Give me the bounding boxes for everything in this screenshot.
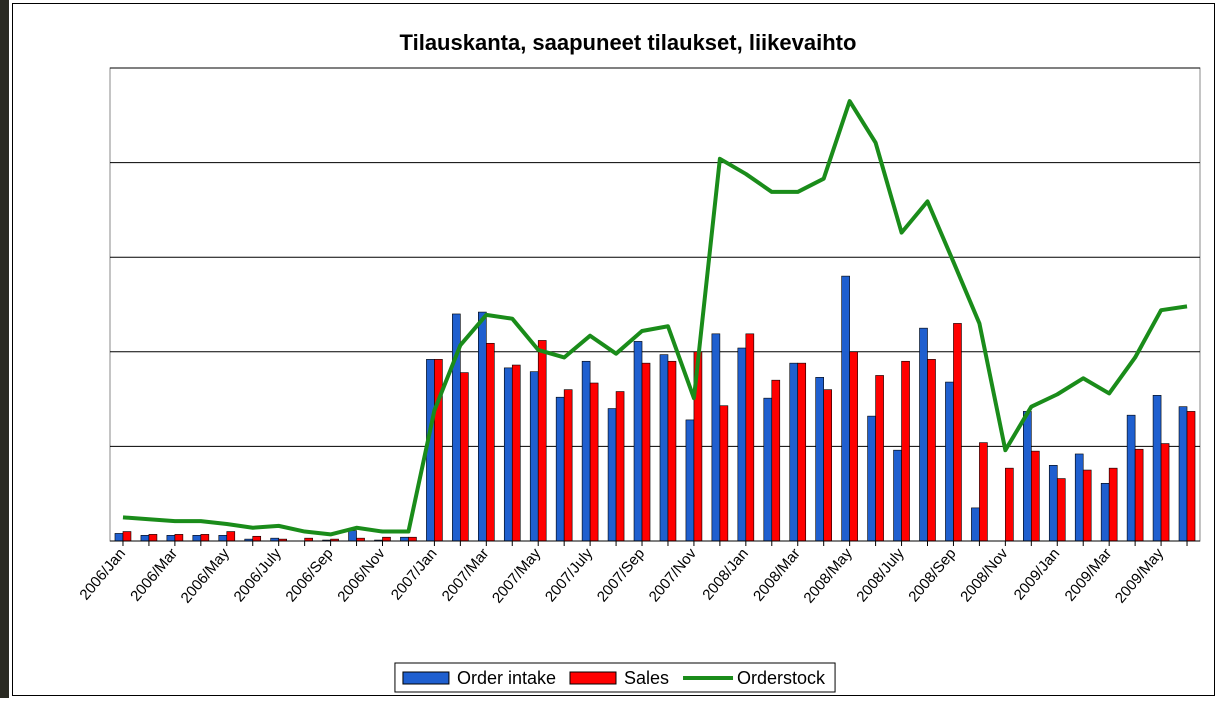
- bar: [789, 362, 799, 542]
- bar: [529, 371, 539, 542]
- bar: [893, 449, 902, 542]
- bar: [919, 327, 928, 542]
- bar: [252, 535, 262, 542]
- side-strip: [0, 0, 9, 698]
- plot-area: [109, 67, 1201, 542]
- legend-item: Sales: [569, 668, 669, 688]
- bar: [633, 341, 643, 542]
- legend-box: [394, 662, 836, 693]
- bar: [1134, 448, 1144, 542]
- bar: [192, 535, 202, 542]
- bar: [114, 533, 124, 542]
- legend-item: Order intake: [402, 668, 556, 688]
- bar: [140, 535, 150, 542]
- bar: [771, 379, 781, 542]
- bar: [979, 442, 988, 542]
- bar: [1023, 411, 1032, 542]
- bar: [563, 389, 573, 542]
- bar: [901, 360, 910, 542]
- bar: [1152, 395, 1162, 542]
- bar: [953, 323, 962, 542]
- bar: [400, 536, 409, 542]
- bar: [867, 415, 876, 542]
- bar: [1005, 467, 1014, 542]
- bar: [382, 536, 391, 542]
- bar: [1178, 406, 1188, 542]
- bar: [478, 311, 487, 542]
- bar: [1126, 414, 1136, 542]
- bar: [667, 360, 677, 542]
- bar: [589, 382, 599, 542]
- bar: [555, 396, 565, 542]
- bar: [1100, 482, 1110, 542]
- bar: [166, 535, 176, 542]
- bar: [815, 377, 824, 542]
- legend-label: Sales: [624, 668, 669, 688]
- bar: [226, 531, 236, 542]
- bar: [745, 333, 755, 542]
- bar: [763, 397, 773, 542]
- bar: [1186, 411, 1196, 542]
- chart-title: Tilauskanta, saapuneet tilaukset, liikev…: [400, 30, 857, 55]
- bar: [434, 359, 443, 542]
- line: [122, 99, 1188, 537]
- bar: [1074, 453, 1084, 542]
- bar: [511, 364, 521, 542]
- bar: [1108, 467, 1118, 542]
- bar: [971, 507, 980, 542]
- legend-label: Order intake: [457, 668, 556, 688]
- bar: [581, 360, 591, 542]
- bar: [1056, 478, 1066, 542]
- bar: [875, 375, 884, 542]
- bar: [1048, 465, 1058, 542]
- bar: [200, 534, 210, 542]
- bar: [685, 419, 695, 542]
- legend-swatch: [402, 671, 450, 685]
- bar: [1160, 443, 1170, 542]
- bar: [849, 351, 858, 542]
- bar: [1031, 450, 1040, 542]
- bar: [460, 372, 469, 542]
- bar: [486, 342, 495, 542]
- legend: Order intake Sales Orderstock: [394, 662, 836, 693]
- bar: [711, 333, 721, 542]
- bar: [348, 530, 357, 542]
- bar: [148, 534, 158, 542]
- bar: [641, 362, 651, 542]
- legend-swatch: [569, 671, 617, 685]
- bar: [615, 391, 625, 542]
- bar: [537, 340, 547, 542]
- bar: [945, 381, 954, 542]
- legend-label: Orderstock: [737, 668, 826, 688]
- bar: [719, 405, 729, 542]
- legend-item: Orderstock: [683, 668, 826, 688]
- bar: [408, 536, 417, 542]
- bar: [797, 362, 807, 542]
- bar: [607, 408, 617, 542]
- bar: [503, 367, 513, 542]
- bar: [1082, 469, 1092, 542]
- bar: [122, 531, 132, 542]
- bar: [927, 359, 936, 542]
- bar: [737, 347, 747, 542]
- bar: [823, 389, 832, 542]
- bar: [659, 354, 669, 542]
- bar: [218, 535, 228, 542]
- bar: [174, 534, 184, 542]
- bar: [841, 275, 850, 542]
